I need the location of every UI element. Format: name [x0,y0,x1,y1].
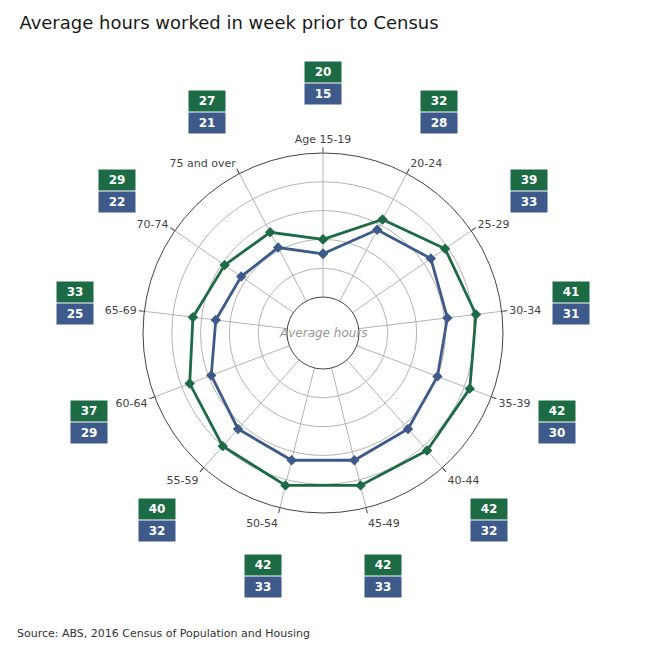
svg-text:15: 15 [315,87,332,101]
svg-text:55-59: 55-59 [167,474,199,487]
svg-text:40-44: 40-44 [447,474,479,487]
svg-text:25: 25 [67,307,84,321]
svg-text:75 and over: 75 and over [170,157,237,170]
svg-text:42: 42 [549,404,566,418]
svg-text:31: 31 [563,307,580,321]
svg-text:25-29: 25-29 [477,218,509,231]
svg-text:33: 33 [521,195,538,209]
svg-text:29: 29 [81,426,98,440]
svg-text:37: 37 [81,404,98,418]
svg-text:39: 39 [521,173,538,187]
svg-text:20-24: 20-24 [410,157,442,170]
svg-text:33: 33 [255,580,272,594]
svg-text:30: 30 [549,426,566,440]
svg-text:65-69: 65-69 [105,304,137,317]
svg-text:50-54: 50-54 [246,517,278,530]
svg-text:Average hours: Average hours [279,326,368,340]
svg-text:Average hours worked in week p: Average hours worked in week prior to Ce… [19,12,438,33]
svg-text:45-49: 45-49 [368,517,400,530]
svg-text:Age 15-19: Age 15-19 [295,133,352,146]
svg-text:22: 22 [109,195,126,209]
svg-text:32: 32 [481,524,498,538]
svg-text:30-34: 30-34 [509,304,541,317]
svg-text:40: 40 [149,502,166,516]
svg-text:60-64: 60-64 [116,397,148,410]
svg-text:33: 33 [375,580,392,594]
svg-text:42: 42 [481,502,498,516]
svg-text:27: 27 [199,94,216,108]
svg-text:33: 33 [67,285,84,299]
svg-text:32: 32 [149,524,166,538]
svg-text:29: 29 [109,173,126,187]
svg-text:32: 32 [431,94,448,108]
svg-text:21: 21 [199,116,216,130]
svg-text:Source: ABS, 2016 Census of Po: Source: ABS, 2016 Census of Population a… [17,627,310,640]
svg-text:42: 42 [375,558,392,572]
svg-text:20: 20 [315,65,332,79]
svg-text:41: 41 [563,285,580,299]
svg-text:42: 42 [255,558,272,572]
svg-text:70-74: 70-74 [137,218,169,231]
svg-text:28: 28 [431,116,448,130]
svg-text:35-39: 35-39 [499,397,531,410]
